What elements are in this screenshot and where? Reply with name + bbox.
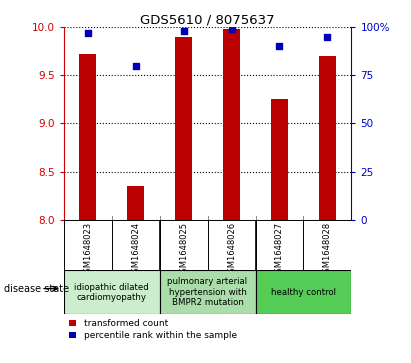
Text: GSM1648028: GSM1648028 <box>323 222 332 278</box>
Point <box>228 26 235 32</box>
Bar <box>175 37 192 220</box>
Bar <box>271 99 288 220</box>
Text: pulmonary arterial
hypertension with
BMPR2 mutation: pulmonary arterial hypertension with BMP… <box>168 277 247 307</box>
Point <box>180 28 187 34</box>
Bar <box>319 56 336 220</box>
Text: GSM1648026: GSM1648026 <box>227 222 236 278</box>
Bar <box>127 186 144 220</box>
Title: GDS5610 / 8075637: GDS5610 / 8075637 <box>140 13 275 26</box>
Text: GSM1648023: GSM1648023 <box>83 222 92 278</box>
Point <box>276 44 283 49</box>
Text: disease state: disease state <box>4 284 69 294</box>
Text: GSM1648027: GSM1648027 <box>275 222 284 278</box>
Legend: transformed count, percentile rank within the sample: transformed count, percentile rank withi… <box>68 318 238 341</box>
Text: idiopathic dilated
cardiomyopathy: idiopathic dilated cardiomyopathy <box>74 282 149 302</box>
Bar <box>159 270 256 314</box>
Bar <box>79 54 96 220</box>
Text: GSM1648024: GSM1648024 <box>131 222 140 278</box>
Text: healthy control: healthy control <box>271 288 336 297</box>
Bar <box>256 270 351 314</box>
Point <box>132 63 139 69</box>
Bar <box>223 29 240 220</box>
Text: GSM1648025: GSM1648025 <box>179 222 188 278</box>
Bar <box>64 270 159 314</box>
Point <box>324 34 331 40</box>
Point <box>84 30 91 36</box>
